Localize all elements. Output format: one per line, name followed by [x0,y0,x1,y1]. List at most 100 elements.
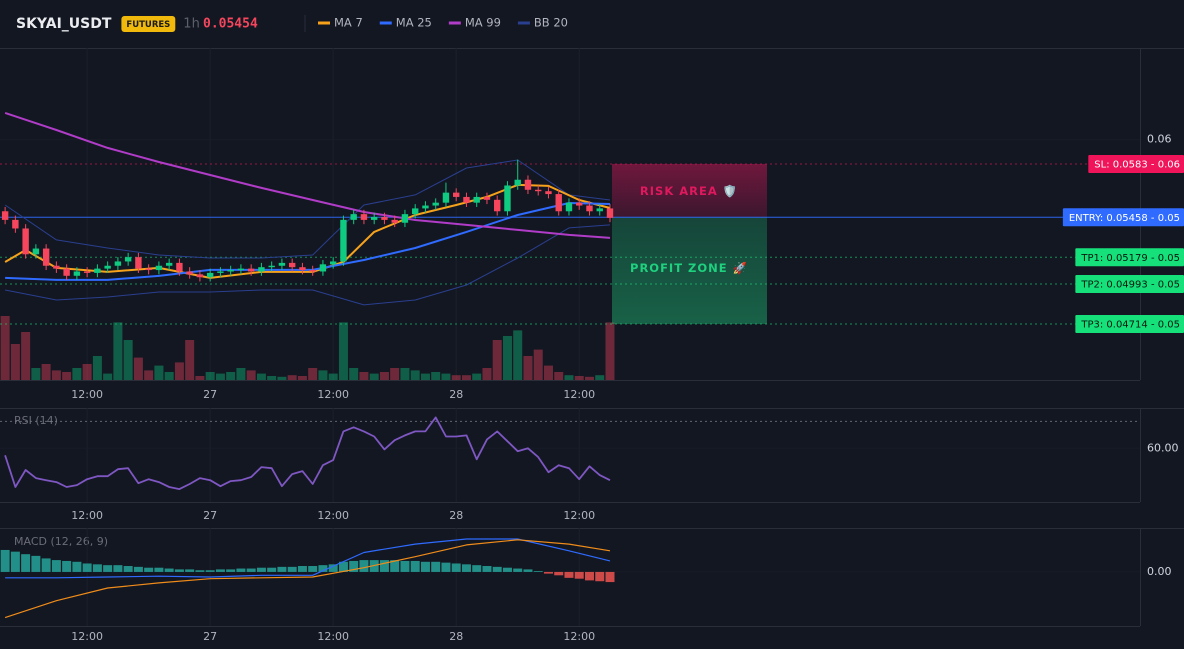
rsi-line [4,416,611,490]
volume-bar [451,375,461,380]
histogram-bar [595,571,605,582]
candle-body [135,257,142,269]
histogram-bar [574,571,584,579]
volume-bar [154,365,164,380]
volume-bar [123,340,133,380]
candle-body [350,214,357,220]
level-tag [1075,274,1184,293]
x-tick-label: 28 [449,630,463,643]
level-tag [1088,154,1184,173]
volume-bar [420,373,430,380]
candle-body [22,228,29,255]
volume-bar [359,372,369,380]
candle-body [176,262,183,272]
volume-bar [431,372,441,380]
x-tick-label: 12:00 [317,630,349,643]
histogram-bar [10,551,20,572]
histogram-bar [533,571,543,572]
candle-body [565,202,573,212]
histogram-bar [82,563,92,572]
volume-bar [215,373,225,380]
volume-bar [349,368,359,380]
candle-body [401,214,409,223]
candle-body [535,189,542,192]
candle-body [606,208,614,218]
volume-bar [113,322,123,380]
candle-body [268,265,275,268]
histogram-bar [246,568,256,572]
volume-bar [523,356,533,380]
volume-bar [605,322,615,380]
x-tick-label: 12:00 [71,388,103,401]
volume-bar [41,364,51,380]
histogram-bar [554,571,564,576]
candle-body [432,202,439,206]
volume-bar [492,340,502,380]
candle-body [381,217,388,220]
x-tick-label: 12:00 [317,388,349,401]
level-tag-label: ENTRY: 0.05458 - 0.05 [1069,213,1180,224]
volume-bar [564,375,574,380]
histogram-bar [451,563,461,572]
histogram-bar [72,561,82,572]
histogram-bar [51,560,61,572]
volume-bar [482,368,492,380]
histogram-bar [164,568,174,572]
candle-body [411,208,419,215]
x-tick-label: 12:00 [71,630,103,643]
x-tick-label: 27 [203,388,217,401]
candle-body [63,268,70,276]
histogram-bar [349,560,359,572]
volume-bar [103,373,113,380]
candle-body [217,271,224,273]
candle-body [124,257,132,262]
candle-body [114,261,122,266]
level-tag-label: TP2: 0.04993 - 0.05 [1080,279,1180,290]
candle-body [94,268,101,273]
volume-bar [226,372,236,380]
x-tick-label: 28 [449,509,463,522]
histogram-bar [328,564,338,572]
volume-bar [472,373,482,380]
histogram-bar [62,560,72,572]
candle-body [555,194,562,212]
interval: 1h [183,17,200,32]
volume-bar [133,357,143,380]
candle-body [586,205,593,212]
candle-body [258,267,265,272]
macd-title: MACD (12, 26, 9) [14,535,108,548]
histogram-bar [133,566,143,572]
candle-body [278,262,286,266]
candle-body [12,219,19,229]
volume-bar [277,376,287,380]
badge-bg [121,16,176,32]
last-price: 0.05454 [203,17,258,32]
histogram-bar [277,566,287,572]
volume-bar [205,372,215,380]
candle-body [309,270,316,272]
candle-body [299,267,306,271]
histogram-bar [92,564,102,572]
histogram-bar [267,567,277,572]
badge: FUTURES [126,20,170,30]
candle-body [576,202,583,206]
histogram-bar [605,571,615,583]
volume-bar [174,362,184,380]
level-tag-label: TP3: 0.04714 - 0.05 [1080,319,1180,330]
volume-bar [62,372,72,380]
histogram-bar [21,554,31,572]
histogram-bar [420,561,430,572]
candle-body [53,265,60,269]
histogram-bar [144,567,154,572]
candle-body [494,199,501,212]
x-tick-label: 12:00 [563,630,595,643]
candle-body [1,211,9,220]
candle-body [391,219,398,223]
candle-body [155,265,163,271]
zone [612,217,767,324]
volume-bar [10,344,20,380]
candle-body [524,179,532,190]
volume-bar [256,373,266,380]
